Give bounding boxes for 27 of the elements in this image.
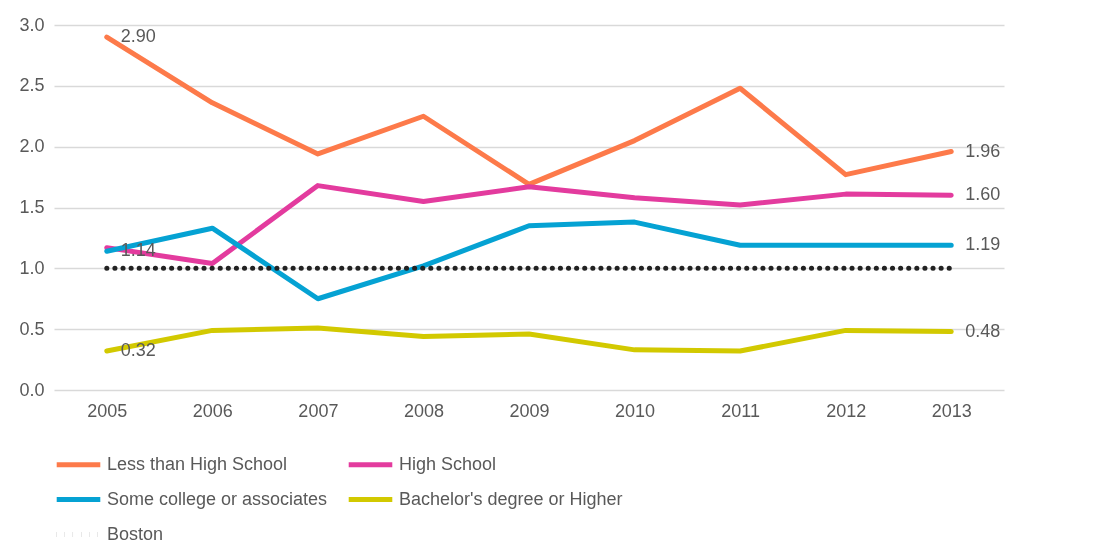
data-label: 2.90: [120, 26, 156, 47]
x-tick-label: 2011: [721, 400, 760, 421]
x-tick-label: 2009: [509, 400, 550, 421]
y-tick-label: 1.5: [19, 197, 45, 217]
x-tick-label: 2013: [931, 400, 972, 421]
y-tick-label: 2.0: [19, 136, 45, 157]
data-label: 1.14: [120, 240, 156, 261]
y-tick-label: 0.0: [19, 379, 45, 400]
legend-label: Some college or associates: [107, 488, 328, 509]
y-tick-label: 1.0: [19, 257, 45, 278]
y-tick-label: 3.0: [19, 14, 45, 35]
legend-label: Less than High School: [107, 453, 288, 474]
data-label: 1.96: [965, 140, 1001, 161]
x-tick-label: 2008: [403, 400, 444, 421]
x-tick-label: 2010: [615, 400, 656, 421]
x-tick-label: 2006: [192, 400, 233, 421]
data-label: 1.60: [965, 184, 1001, 205]
legend-label: Boston: [107, 523, 164, 544]
legend-label: High School: [399, 453, 497, 474]
x-tick-label: 2005: [87, 400, 128, 421]
data-label: 0.48: [965, 320, 1001, 341]
data-label: 1.19: [965, 234, 1001, 255]
x-tick-label: 2007: [298, 400, 339, 421]
y-tick-label: 0.5: [19, 318, 45, 339]
x-tick-label: 2012: [826, 400, 867, 421]
y-tick-label: 2.5: [19, 75, 45, 96]
legend-label: Bachelor's degree or Higher: [399, 488, 623, 509]
